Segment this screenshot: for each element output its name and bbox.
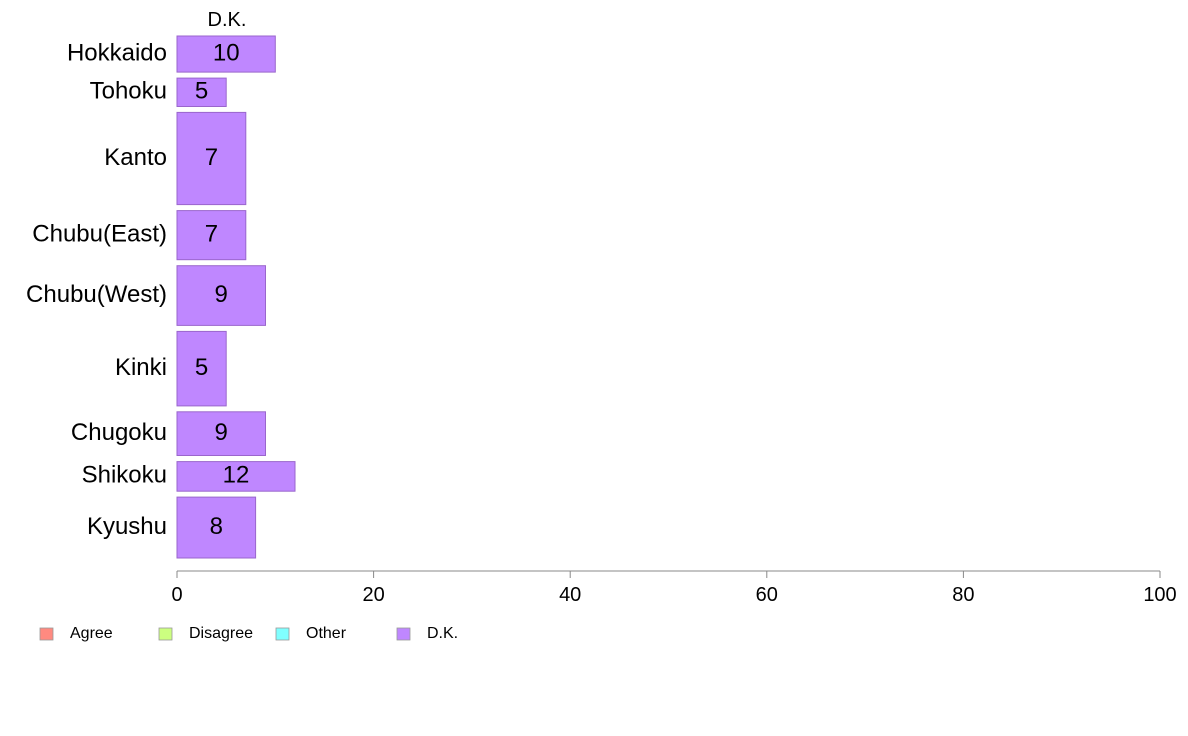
- x-tick-label: 40: [559, 584, 581, 606]
- x-axis: 0 20 40 60 80 100: [171, 570, 1177, 606]
- category-label: Chubu(East): [32, 220, 167, 247]
- legend-swatch: [275, 627, 290, 641]
- x-tick-label: 80: [952, 584, 974, 606]
- series-header: D.K.: [208, 9, 247, 31]
- bar-value-label: 9: [215, 281, 228, 308]
- bar: [176, 265, 266, 326]
- bar: [176, 111, 247, 206]
- bar: [176, 496, 257, 559]
- category-label: Shikoku: [82, 462, 167, 489]
- bar-value-label: 7: [205, 144, 218, 171]
- legend-label: Disagree: [189, 625, 253, 642]
- legend-label: Agree: [70, 625, 113, 642]
- legend-swatch: [39, 627, 54, 641]
- legend-swatch: [158, 627, 173, 641]
- legend-swatch: [396, 627, 411, 641]
- x-tick-label: 60: [756, 584, 778, 606]
- category-label: Tohoku: [90, 78, 167, 105]
- legend-label: D.K.: [427, 625, 458, 642]
- bar: [176, 330, 227, 407]
- bars-layer: 10 Hokkaido 5 Tohoku 7 Kanto 7 Chubu(East) 9 Chub…: [26, 35, 296, 559]
- x-tick-label: 100: [1143, 584, 1176, 606]
- category-label: Hokkaido: [67, 39, 167, 66]
- bar: [176, 77, 227, 107]
- bar: [176, 411, 266, 456]
- legend: Agree Disagree Other D.K.: [39, 625, 458, 642]
- bar-value-label: 12: [223, 462, 250, 489]
- bar: [176, 461, 296, 492]
- bar: [176, 35, 276, 73]
- x-tick-label: 0: [171, 584, 182, 606]
- category-label: Kyushu: [87, 513, 167, 540]
- category-label: Kinki: [115, 354, 167, 381]
- category-label: Chugoku: [71, 419, 167, 446]
- category-label: Chubu(West): [26, 281, 167, 308]
- x-tick-label: 20: [362, 584, 384, 606]
- bar-value-label: 5: [195, 78, 208, 105]
- bar-value-label: 9: [215, 419, 228, 446]
- bar-value-label: 5: [195, 354, 208, 381]
- legend-label: Other: [306, 625, 347, 642]
- bar: [176, 210, 247, 261]
- category-label: Kanto: [104, 144, 167, 171]
- bar-value-label: 10: [213, 39, 240, 66]
- bar-value-label: 7: [205, 220, 218, 247]
- bar-value-label: 8: [210, 513, 223, 540]
